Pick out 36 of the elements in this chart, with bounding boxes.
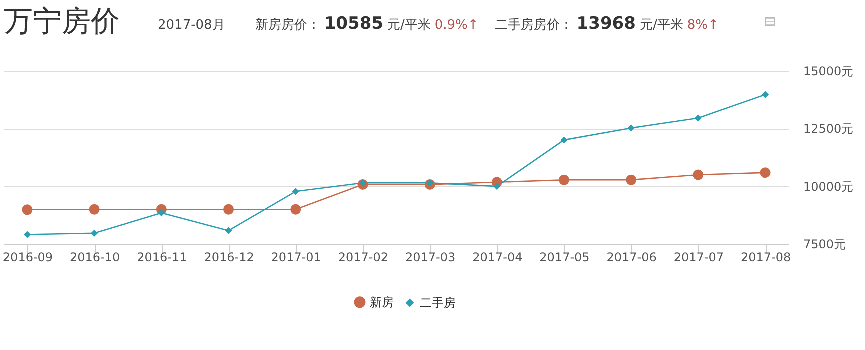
x-tick-label: 2017-06 bbox=[606, 250, 657, 264]
text: 二手房房价： bbox=[494, 18, 573, 33]
point bbox=[224, 204, 234, 215]
point bbox=[626, 174, 637, 186]
text: 2017-08月 bbox=[158, 18, 226, 33]
x-tick-label: 2017-04 bbox=[472, 250, 523, 264]
legend-label: 新房 bbox=[370, 295, 394, 310]
text: 8%↑ bbox=[687, 18, 719, 33]
x-tick-label: 2016-09 bbox=[2, 250, 54, 264]
x-tick-label: 2017-03 bbox=[405, 250, 456, 264]
y-tick-label: 12500元 bbox=[804, 122, 854, 136]
chart-title: 万宁房价 bbox=[4, 3, 120, 40]
point bbox=[290, 204, 302, 215]
x-tick-label: 2017-08 bbox=[740, 250, 792, 264]
point bbox=[693, 170, 704, 180]
text: 0.9%↑ bbox=[434, 18, 479, 33]
x-tick-label: 2017-01 bbox=[271, 250, 322, 264]
point bbox=[22, 204, 33, 216]
text: 13968 bbox=[576, 14, 636, 34]
text: 元/平米 bbox=[640, 18, 684, 33]
point bbox=[760, 168, 771, 178]
x-tick-label: 2016-10 bbox=[70, 250, 120, 264]
x-tick-label: 2017-05 bbox=[540, 250, 590, 264]
x-tick-label: 2017-07 bbox=[674, 250, 724, 264]
x-tick-label: 2016-11 bbox=[137, 250, 188, 264]
x-tick-label: 2017-02 bbox=[338, 250, 389, 264]
y-tick-label: 7500元 bbox=[804, 238, 846, 252]
y-tick-label: 15000元 bbox=[804, 64, 854, 78]
text: 10585 bbox=[324, 14, 384, 34]
point bbox=[89, 204, 100, 215]
text: 新房房价： bbox=[255, 18, 320, 33]
x-tick-label: 2016-12 bbox=[204, 250, 254, 264]
y-tick-label: 10000元 bbox=[804, 180, 854, 194]
legend-label: 二手房 bbox=[420, 296, 456, 310]
text: 元/平米 bbox=[387, 18, 431, 33]
point bbox=[558, 174, 570, 186]
